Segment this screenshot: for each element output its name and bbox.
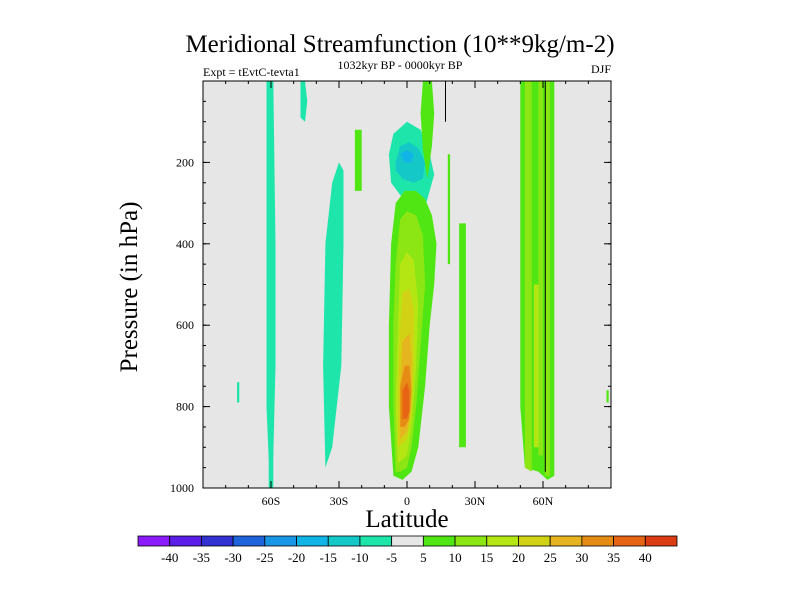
colorbar-label-6: -10	[351, 550, 368, 565]
contour-region-11	[354, 129, 362, 191]
contour-region-2	[300, 81, 308, 122]
colorbar-box-7	[359, 535, 393, 547]
contour-region-18	[545, 81, 550, 476]
contour-region-6	[395, 142, 426, 183]
contour-region-10	[447, 154, 451, 265]
colorbar-box-13	[549, 535, 583, 547]
colorbar-box-6	[327, 535, 361, 547]
colorbar-box-5	[296, 535, 329, 547]
colorbar-box-11	[486, 535, 519, 547]
contour-region-4	[237, 382, 240, 403]
contour-region-16	[524, 81, 532, 472]
colorbar-box-10	[454, 535, 488, 547]
colorbar-box-16	[644, 535, 678, 547]
chart-title: Meridional Streamfunction (10**9kg/m-2)	[185, 31, 614, 58]
colorbar-label-12: 25	[544, 550, 557, 565]
y-tick-label-1: 400	[176, 237, 194, 251]
colorbar-label-7: -5	[386, 550, 397, 565]
colorbar-box-12	[518, 535, 551, 547]
contour-region-17	[538, 81, 543, 456]
x-tick-label-2: 0	[404, 494, 410, 508]
contour-region-24	[402, 382, 410, 419]
contour-regions	[237, 81, 609, 488]
subtitle-center: 1032kyr BP - 0000kyr BP	[338, 58, 463, 72]
y-axis-label: Pressure (in hPa)	[116, 202, 143, 373]
contour-region-9	[420, 81, 435, 179]
y-tick-label-4: 1000	[170, 481, 194, 495]
x-tick-label-0: 60S	[262, 494, 281, 508]
contour-region-7	[400, 150, 414, 163]
colorbar-label-10: 15	[480, 550, 493, 565]
x-tick-label-3: 30N	[465, 494, 486, 508]
colorbar-label-0: -40	[161, 550, 178, 565]
colorbar-box-4	[264, 535, 297, 547]
y-tick-label-2: 600	[176, 318, 194, 332]
contour-region-3	[323, 162, 344, 468]
colorbar-box-2	[201, 535, 234, 547]
contour-region-12	[459, 223, 466, 448]
y-tick-label-3: 800	[176, 400, 194, 414]
contour-region-20	[533, 284, 539, 448]
colorbar-box-0	[137, 535, 171, 547]
subtitle-right: DJF	[591, 62, 611, 76]
contour-region-1	[266, 81, 276, 460]
y-tick-label-0: 200	[176, 155, 194, 169]
colorbar-label-4: -20	[288, 550, 305, 565]
colorbar-label-11: 20	[512, 550, 525, 565]
colorbar-label-15: 40	[639, 550, 652, 565]
colorbar: -40 -35 -30 -25 -20 -15 -10 -5 5 10 15 20 25 30 35 40	[137, 535, 678, 565]
colorbar-label-13: 30	[575, 550, 588, 565]
colorbar-label-3: -25	[256, 550, 273, 565]
colorbar-box-1	[169, 535, 202, 547]
colorbar-box-3	[232, 535, 266, 547]
axis-ticks: 60S 30S 0 30N 60N 200 400 600 800 1000	[170, 80, 612, 508]
colorbar-label-8: 5	[420, 550, 427, 565]
colorbar-box-9	[422, 535, 456, 547]
colorbar-label-9: 10	[449, 550, 462, 565]
colorbar-label-2: -30	[224, 550, 241, 565]
colorbar-label-14: 35	[607, 550, 620, 565]
subtitle-left: Expt = tEvtC-tevta1	[203, 65, 300, 79]
x-tick-label-1: 30S	[330, 494, 349, 508]
x-axis-label: Latitude	[365, 506, 448, 533]
colorbar-box-15	[613, 535, 646, 547]
contour-region-14	[606, 390, 609, 403]
colorbar-label-1: -35	[193, 550, 210, 565]
colorbar-label-5: -15	[320, 550, 337, 565]
colorbar-box-14	[581, 535, 614, 547]
colorbar-box-8	[391, 535, 424, 547]
x-tick-label-4: 60N	[533, 494, 554, 508]
contour-lines	[445, 81, 546, 472]
